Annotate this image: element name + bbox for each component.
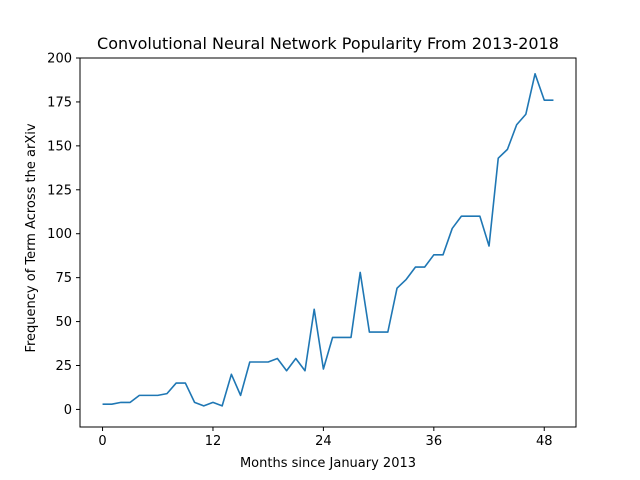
x-tick-label: 36 (426, 434, 443, 449)
y-tick-label: 125 (47, 183, 72, 198)
x-axis-label: Months since January 2013 (240, 456, 416, 471)
y-tick-label: 25 (55, 359, 72, 374)
x-tick-label: 48 (536, 434, 553, 449)
y-axis-label: Frequency of Term Across the arXiv (24, 123, 39, 352)
y-tick-label: 50 (55, 315, 72, 330)
y-tick-label: 100 (47, 227, 72, 242)
y-axis-ticks: 0 25 50 75 100 125 150 175 200 (47, 52, 80, 418)
series-line-0 (102, 73, 554, 407)
y-tick-label: 0 (64, 403, 72, 418)
plot-area (102, 73, 554, 407)
x-tick-label: 0 (98, 434, 106, 449)
y-tick-label: 175 (47, 95, 72, 110)
x-tick-label: 24 (315, 434, 332, 449)
y-tick-label: 150 (47, 139, 72, 154)
plot-frame (79, 57, 577, 428)
x-tick-label: 12 (205, 434, 222, 449)
chart-title: Convolutional Neural Network Popularity … (97, 34, 559, 53)
y-tick-label: 200 (47, 52, 72, 67)
x-axis-ticks: 0 12 24 36 48 (98, 427, 553, 449)
y-tick-label: 75 (55, 271, 72, 286)
